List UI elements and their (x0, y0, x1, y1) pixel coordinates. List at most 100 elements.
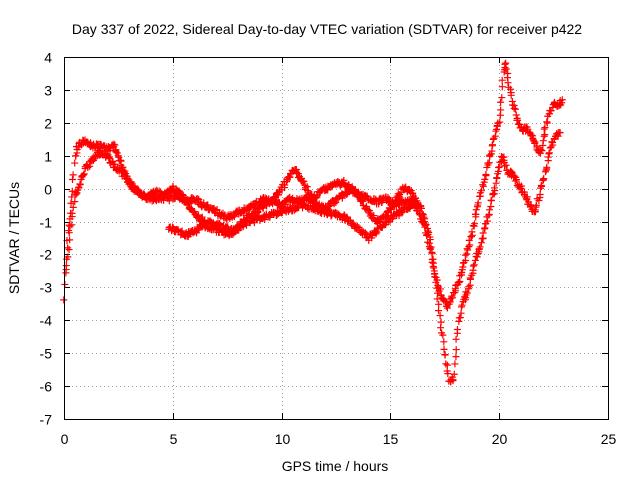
data-point (531, 138, 539, 146)
tick-labels: 0 5 10 15 20 25 -7 -6 -5 -4 -3 -2 -1 0 1 2 3 4 (40, 50, 617, 448)
data-point (112, 148, 120, 156)
data-point (64, 253, 72, 261)
data-point (435, 307, 443, 315)
data-point (204, 220, 212, 228)
data-point (440, 345, 448, 353)
data-point (558, 96, 566, 104)
data-point (436, 312, 444, 320)
data-point (286, 173, 294, 181)
data-point (442, 360, 450, 368)
data-point (446, 298, 454, 306)
data-point (488, 141, 496, 149)
data-point (313, 192, 321, 200)
data-point (435, 300, 443, 308)
data-point (68, 209, 76, 217)
data-point (149, 191, 157, 199)
data-point (516, 183, 524, 191)
grid-lines (64, 57, 608, 419)
data-point (68, 187, 76, 195)
data-point (492, 179, 500, 187)
data-point (452, 335, 460, 343)
data-point (498, 94, 506, 102)
y-tick-label: -1 (40, 215, 53, 231)
data-point (443, 361, 451, 369)
data-point (96, 147, 104, 155)
data-point (540, 125, 548, 133)
data-point (304, 187, 312, 195)
data-point (71, 198, 79, 206)
data-point (537, 146, 545, 154)
data-point (79, 171, 87, 179)
data-point (406, 185, 414, 193)
data-point (472, 206, 480, 214)
y-tick-label: 1 (44, 149, 52, 165)
data-point (439, 331, 447, 339)
data-point (535, 197, 543, 205)
data-point (353, 222, 361, 230)
data-point (64, 244, 72, 252)
x-tick-label: 10 (275, 431, 291, 447)
x-tick-label: 15 (383, 431, 399, 447)
y-tick-label: -4 (40, 313, 53, 329)
data-point (373, 228, 381, 236)
data-point (490, 184, 498, 192)
data-point (507, 91, 515, 99)
y-tick-label: -3 (40, 280, 53, 296)
data-point (60, 296, 68, 304)
x-tick-label: 25 (601, 431, 617, 447)
data-point (476, 243, 484, 251)
data-point (326, 202, 334, 210)
data-point (517, 182, 525, 190)
data-point (485, 206, 493, 214)
plot-frame (64, 57, 609, 420)
y-tick-label: 2 (44, 116, 52, 132)
data-point (111, 141, 119, 149)
data-point (449, 294, 457, 302)
series-track-c (165, 200, 416, 244)
data-point (76, 180, 84, 188)
data-point (426, 236, 434, 244)
data-point (80, 170, 88, 178)
data-point (444, 370, 452, 378)
data-point (440, 338, 448, 346)
data-point (497, 98, 505, 106)
data-point (510, 104, 518, 112)
data-point (230, 213, 238, 221)
data-point (448, 292, 456, 300)
data-point (471, 220, 479, 228)
y-tick-label: 0 (44, 182, 52, 198)
data-point (498, 83, 506, 91)
data-point (468, 228, 476, 236)
data-point (453, 325, 461, 333)
data-point (408, 201, 416, 209)
data-point (202, 202, 210, 210)
data-point (418, 210, 426, 218)
data-point (417, 203, 425, 211)
data-point (501, 60, 509, 68)
data-point (492, 127, 500, 135)
data-point (105, 154, 113, 162)
data-point (544, 153, 552, 161)
data-point (465, 243, 473, 251)
data-point (357, 196, 365, 204)
data-point (428, 250, 436, 258)
x-tick-label: 20 (492, 431, 508, 447)
data-point (429, 263, 437, 271)
data-point (194, 226, 202, 234)
data-point (465, 236, 473, 244)
data-point (536, 191, 544, 199)
data-point (495, 163, 503, 171)
data-point (514, 116, 522, 124)
data-point (486, 151, 494, 159)
data-point (504, 79, 512, 87)
data-point (543, 119, 551, 127)
data-point (498, 76, 506, 84)
data-point (68, 221, 76, 229)
data-point (420, 213, 428, 221)
data-point (538, 147, 546, 155)
data-point (451, 360, 459, 368)
data-point (417, 204, 425, 212)
x-tick-label: 0 (61, 431, 69, 447)
data-point (370, 212, 378, 220)
